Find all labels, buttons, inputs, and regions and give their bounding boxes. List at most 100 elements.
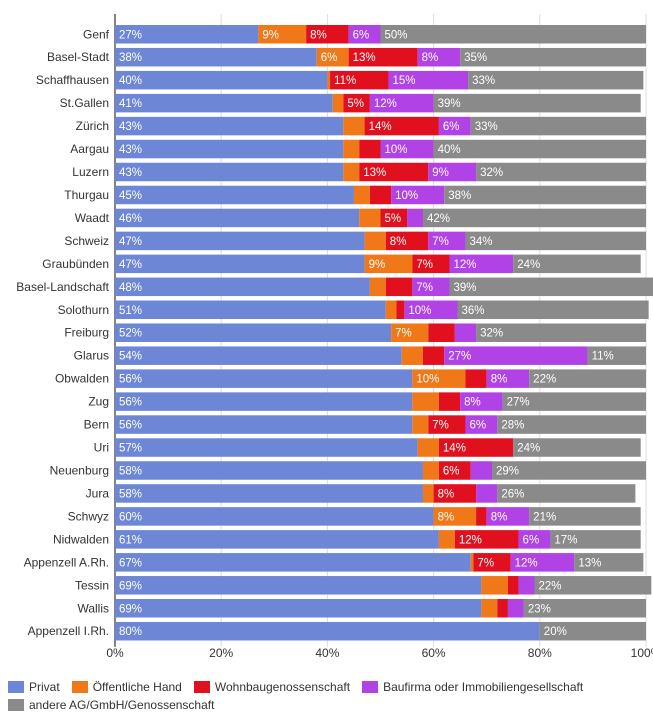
bar-segment [510, 553, 575, 572]
bar-segment [513, 254, 641, 274]
data-label: 52% [119, 328, 142, 340]
bar-segment [468, 70, 644, 90]
data-label: 8% [491, 374, 508, 386]
data-label: 27% [507, 397, 530, 409]
data-label: 43% [119, 167, 142, 179]
bar-segment [115, 438, 418, 457]
data-label: 58% [119, 465, 142, 477]
bar-segment [449, 277, 653, 297]
data-label: 38% [119, 52, 142, 64]
bar-segment [473, 553, 511, 572]
data-label: 6% [469, 420, 486, 432]
bar-segment [470, 461, 493, 480]
data-label: 29% [496, 465, 519, 477]
bar-segment [422, 346, 445, 365]
data-label: 33% [472, 75, 495, 87]
data-label: 43% [119, 121, 142, 133]
bar-segment [550, 530, 641, 549]
data-label: 10% [395, 190, 418, 202]
bar-segment [115, 93, 333, 113]
data-label: 24% [517, 259, 540, 271]
data-label: 12% [515, 557, 538, 569]
legend-item: Öffentliche Hand [71, 678, 182, 696]
data-label: 69% [119, 603, 142, 615]
bar-segment [364, 254, 413, 274]
category-label: Luzern [72, 165, 109, 179]
data-label: 9% [369, 259, 386, 271]
data-label: 35% [464, 52, 487, 64]
data-label: 8% [491, 511, 508, 523]
bar-segment [454, 530, 519, 549]
data-label: 46% [119, 213, 142, 225]
bar-segment [574, 553, 644, 572]
category-label: Schwyz [68, 509, 109, 523]
data-label: 32% [480, 167, 503, 179]
bar-segment [364, 116, 439, 136]
bar-segment [385, 231, 429, 251]
legend-item: Baufirma oder Immobiliengesellschaft [362, 678, 583, 696]
category-label: St.Gallen [60, 96, 109, 110]
bar-segment [428, 323, 455, 342]
data-label: 17% [554, 534, 577, 546]
data-label: 12% [454, 259, 477, 271]
category-label: Nidwalden [53, 532, 109, 546]
bar-segment [412, 369, 466, 388]
data-label: 8% [390, 236, 407, 248]
data-label: 24% [517, 443, 540, 455]
bar-segment [476, 323, 646, 342]
x-tick-label: 80% [528, 646, 552, 660]
bar-segment [438, 392, 461, 411]
data-label: 40% [438, 144, 461, 156]
data-label: 41% [119, 98, 142, 110]
legend-label: Baufirma oder Immobiliengesellschaft [383, 680, 584, 694]
bar-segment [476, 484, 498, 503]
bar-segment [470, 116, 646, 136]
legend: Privat Öffentliche Hand Wohnbaugenossensch… [8, 678, 648, 714]
bar-segment [465, 415, 498, 434]
bar-segment [388, 70, 469, 90]
data-label: 47% [119, 259, 142, 271]
bar-segment [417, 438, 439, 457]
bar-segment [486, 507, 530, 526]
legend-label: Privat [29, 680, 60, 694]
category-label: Zürich [76, 119, 109, 133]
bar-segment [343, 139, 360, 159]
x-tick-label: 0% [106, 646, 124, 660]
bar-segment [412, 392, 439, 411]
bar-segment [422, 208, 646, 228]
data-label: 10% [408, 305, 431, 317]
data-label: 6% [443, 121, 460, 133]
category-label: Schaffhausen [36, 73, 109, 87]
data-label: 48% [119, 282, 142, 294]
data-label: 56% [119, 420, 142, 432]
bar-segment [115, 116, 344, 136]
category-label: Genf [83, 27, 110, 41]
data-label: 8% [310, 29, 327, 41]
bar-segment [115, 369, 413, 388]
category-label: Schweiz [64, 234, 109, 248]
bar-segment [513, 438, 641, 457]
bar-segment [115, 208, 360, 228]
bar-segment [115, 461, 423, 480]
bar-segment [518, 530, 551, 549]
legend-item: Privat [8, 678, 60, 696]
data-label: 27% [119, 29, 142, 41]
bar-segment [359, 139, 381, 159]
data-label: 7% [416, 282, 433, 294]
bar-segment [412, 277, 450, 297]
bar-segment [492, 461, 646, 480]
category-label: Basel-Landschaft [16, 280, 109, 294]
bar-segment [348, 25, 381, 44]
bar-segment [470, 553, 474, 572]
category-label: Uri [94, 441, 109, 455]
bar-segment [391, 185, 445, 205]
legend-item: andere AG/GmbH/Genossenschaft [8, 696, 214, 714]
bar-segment [407, 208, 423, 228]
data-label: 39% [438, 98, 461, 110]
data-label: 47% [119, 236, 142, 248]
bar-segment [497, 484, 636, 503]
bar-segment [457, 300, 649, 320]
bar-segment [115, 277, 370, 297]
data-label: 7% [416, 259, 433, 271]
data-label: 23% [528, 603, 551, 615]
